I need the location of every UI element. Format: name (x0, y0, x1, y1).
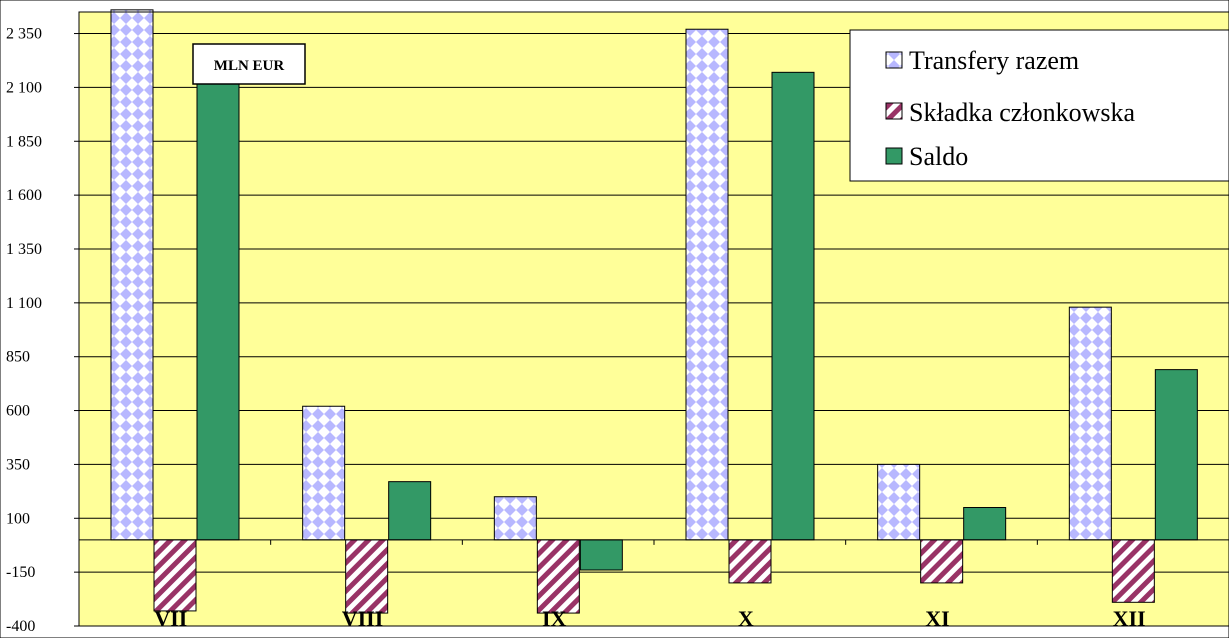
legend: Transfery razem Składka członkowska Sald… (849, 29, 1229, 182)
legend-item-transfery: Transfery razem (885, 46, 1079, 75)
bar-sk-adka-cz-onkowska-vii (153, 539, 197, 612)
legend-label-saldo: Saldo (909, 142, 968, 171)
x-tick-label: XI (925, 606, 949, 631)
y-tick-label: 100 (6, 510, 30, 527)
legend-swatch-saldo (885, 147, 903, 165)
bar-saldo-xii (1154, 369, 1198, 541)
x-tick-label: VII (154, 606, 187, 631)
x-tick-label: XII (1113, 606, 1146, 631)
bar-saldo-ix (579, 539, 623, 571)
x-tick-label: IX (542, 606, 567, 631)
legend-swatch-skladka (885, 102, 903, 120)
y-tick-label: 1 100 (6, 295, 42, 312)
bar-sk-adka-cz-onkowska-xi (920, 539, 964, 584)
y-tick-label: 1 350 (6, 241, 42, 258)
bar-sk-adka-cz-onkowska-xii (1111, 539, 1155, 603)
bar-sk-adka-cz-onkowska-x (728, 539, 772, 584)
legend-label-skladka: Składka członkowska (909, 98, 1135, 127)
bar-sk-adka-cz-onkowska-viii (345, 539, 389, 614)
legend-swatch-transfery (885, 51, 903, 69)
y-tick-label: -150 (6, 564, 35, 581)
bar-transfery-razem-viii (302, 405, 346, 541)
legend-item-saldo: Saldo (885, 142, 968, 171)
bar-transfery-razem-x (685, 28, 729, 541)
plot-border (78, 11, 1229, 627)
y-tick-label: 600 (6, 403, 30, 420)
bar-transfery-razem-ix (493, 496, 537, 541)
y-tick-label: 1 600 (6, 187, 42, 204)
x-tick-label: VIII (342, 606, 384, 631)
bar-transfery-razem-vii (110, 9, 154, 541)
bar-transfery-razem-xii (1068, 306, 1112, 541)
legend-item-skladka: Składka członkowska (885, 98, 1135, 127)
unit-label-box: MLN EUR (192, 43, 306, 85)
bar-transfery-razem-xi (877, 463, 921, 541)
x-tick-label: X (738, 606, 754, 631)
bar-saldo-xi (963, 507, 1007, 541)
bar-sk-adka-cz-onkowska-ix (536, 539, 580, 614)
bar-saldo-x (771, 71, 815, 541)
unit-label: MLN EUR (214, 58, 285, 74)
bar-saldo-vii (196, 80, 240, 541)
legend-label-transfery: Transfery razem (909, 46, 1079, 75)
y-tick-label: 350 (6, 456, 30, 473)
y-tick-label: 1 850 (6, 133, 42, 150)
y-tick-label: 850 (6, 349, 30, 366)
y-tick-label: 2 350 (6, 26, 42, 43)
bar-saldo-viii (388, 481, 432, 541)
y-tick-label: 2 100 (6, 79, 42, 96)
y-tick-label: -400 (6, 618, 35, 635)
